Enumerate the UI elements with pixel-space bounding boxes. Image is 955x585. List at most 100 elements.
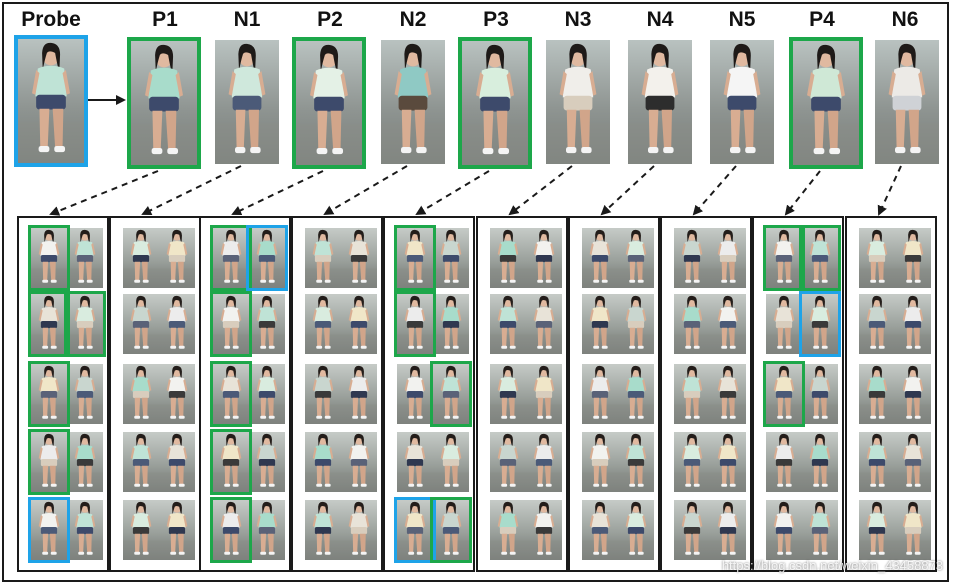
- gallery-image: [859, 228, 895, 288]
- panel-n4: [568, 216, 660, 572]
- gallery-image: [582, 500, 618, 560]
- panel-p1: [17, 216, 109, 572]
- gallery-image: [582, 432, 618, 492]
- gallery-image: [213, 228, 249, 288]
- column-header-n6: N6: [891, 8, 919, 31]
- panel-p4: [752, 216, 844, 572]
- gallery-image: [67, 432, 103, 492]
- panel-p3: [383, 216, 475, 572]
- gallery-image: [67, 500, 103, 560]
- gallery-image: [31, 228, 67, 288]
- gallery-image: [766, 294, 802, 354]
- gallery-image: [582, 364, 618, 424]
- column-header-n3: N3: [564, 8, 592, 31]
- top-image-n6: [875, 40, 939, 164]
- gallery-image: [766, 432, 802, 492]
- gallery-image: [490, 432, 526, 492]
- column-header-probe: Probe: [21, 8, 81, 31]
- top-image-probe: [14, 35, 88, 167]
- gallery-image: [582, 294, 618, 354]
- column-header-p3: P3: [483, 8, 509, 31]
- gallery-image: [305, 228, 341, 288]
- gallery-image: [490, 500, 526, 560]
- gallery-image: [490, 294, 526, 354]
- gallery-image: [31, 294, 67, 354]
- gallery-image: [618, 500, 654, 560]
- top-image-p3: [458, 37, 532, 169]
- gallery-image: [674, 432, 710, 492]
- gallery-image: [305, 364, 341, 424]
- gallery-image: [618, 228, 654, 288]
- gallery-image: [710, 294, 746, 354]
- gallery-image: [159, 228, 195, 288]
- top-image-p4: [789, 37, 863, 169]
- gallery-image: [123, 228, 159, 288]
- gallery-image: [305, 432, 341, 492]
- panel-n1: [109, 216, 201, 572]
- gallery-image: [710, 228, 746, 288]
- gallery-image: [802, 294, 838, 354]
- gallery-image: [895, 432, 931, 492]
- gallery-image: [433, 432, 469, 492]
- arrow-p3-to-panel: [415, 170, 490, 216]
- gallery-image: [710, 500, 746, 560]
- panel-n2: [291, 216, 383, 572]
- gallery-image: [766, 228, 802, 288]
- gallery-image: [895, 228, 931, 288]
- gallery-image: [67, 364, 103, 424]
- gallery-image: [526, 228, 562, 288]
- top-image-n5: [710, 40, 774, 164]
- gallery-image: [490, 228, 526, 288]
- gallery-image: [526, 500, 562, 560]
- gallery-image: [674, 294, 710, 354]
- gallery-image: [674, 364, 710, 424]
- gallery-image: [582, 228, 618, 288]
- gallery-image: [802, 500, 838, 560]
- top-image-n1: [215, 40, 279, 164]
- gallery-image: [67, 228, 103, 288]
- gallery-image: [31, 432, 67, 492]
- gallery-image: [397, 500, 433, 560]
- gallery-image: [895, 364, 931, 424]
- gallery-image: [397, 364, 433, 424]
- column-header-p4: P4: [809, 8, 835, 31]
- gallery-image: [802, 432, 838, 492]
- gallery-image: [674, 500, 710, 560]
- gallery-image: [397, 228, 433, 288]
- gallery-image: [490, 364, 526, 424]
- gallery-image: [397, 432, 433, 492]
- gallery-image: [249, 432, 285, 492]
- panel-n3: [476, 216, 568, 572]
- arrow-p2-to-panel: [231, 170, 324, 216]
- gallery-image: [305, 500, 341, 560]
- gallery-image: [710, 432, 746, 492]
- gallery-image: [341, 228, 377, 288]
- gallery-image: [159, 294, 195, 354]
- gallery-image: [123, 500, 159, 560]
- gallery-image: [526, 432, 562, 492]
- gallery-image: [802, 228, 838, 288]
- gallery-image: [249, 500, 285, 560]
- gallery-image: [341, 500, 377, 560]
- gallery-image: [710, 364, 746, 424]
- gallery-image: [526, 364, 562, 424]
- watermark-text: https://blog.csdn.net/weixin_43458873: [721, 558, 943, 573]
- column-header-n2: N2: [399, 8, 427, 31]
- gallery-image: [249, 294, 285, 354]
- gallery-image: [618, 364, 654, 424]
- arrow-n6-to-panel: [877, 165, 902, 216]
- arrow-n5-to-panel: [692, 165, 737, 216]
- gallery-image: [433, 294, 469, 354]
- arrow-p4-to-panel: [784, 170, 821, 216]
- gallery-image: [766, 500, 802, 560]
- gallery-image: [859, 364, 895, 424]
- gallery-image: [213, 294, 249, 354]
- arrow-n3-to-panel: [508, 165, 573, 216]
- gallery-image: [213, 500, 249, 560]
- gallery-image: [123, 432, 159, 492]
- gallery-image: [305, 294, 341, 354]
- gallery-image: [397, 294, 433, 354]
- arrow-n4-to-panel: [600, 165, 655, 216]
